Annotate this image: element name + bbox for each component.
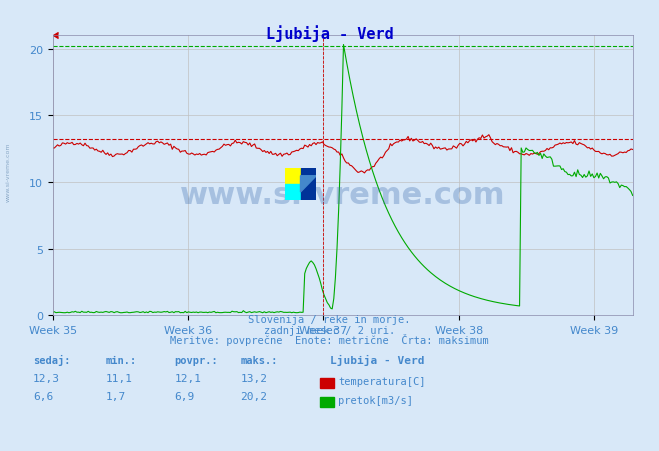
Text: Ljubija - Verd: Ljubija - Verd: [330, 354, 424, 365]
Text: povpr.:: povpr.:: [175, 355, 218, 365]
Text: zadnji mesec / 2 uri.: zadnji mesec / 2 uri.: [264, 325, 395, 335]
Text: 11,1: 11,1: [105, 373, 132, 383]
Text: Meritve: povprečne  Enote: metrične  Črta: maksimum: Meritve: povprečne Enote: metrične Črta:…: [170, 333, 489, 345]
Text: Ljubija - Verd: Ljubija - Verd: [266, 25, 393, 41]
Bar: [285, 168, 301, 184]
Text: maks.:: maks.:: [241, 355, 278, 365]
Text: Slovenija / reke in morje.: Slovenija / reke in morje.: [248, 314, 411, 324]
Bar: [320, 397, 334, 407]
Text: min.:: min.:: [105, 355, 136, 365]
Text: www.si-vreme.com: www.si-vreme.com: [180, 181, 505, 210]
Bar: [320, 378, 334, 388]
Text: temperatura[C]: temperatura[C]: [338, 376, 426, 386]
Polygon shape: [301, 168, 316, 201]
Text: 20,2: 20,2: [241, 391, 268, 401]
Text: 6,6: 6,6: [33, 391, 53, 401]
Text: 12,3: 12,3: [33, 373, 60, 383]
Polygon shape: [301, 176, 316, 193]
Text: 12,1: 12,1: [175, 373, 202, 383]
Text: 6,9: 6,9: [175, 391, 195, 401]
Text: sedaj:: sedaj:: [33, 354, 71, 365]
Text: 1,7: 1,7: [105, 391, 126, 401]
Text: 13,2: 13,2: [241, 373, 268, 383]
Bar: [285, 184, 301, 201]
Text: pretok[m3/s]: pretok[m3/s]: [338, 395, 413, 405]
Text: www.si-vreme.com: www.si-vreme.com: [5, 142, 11, 201]
